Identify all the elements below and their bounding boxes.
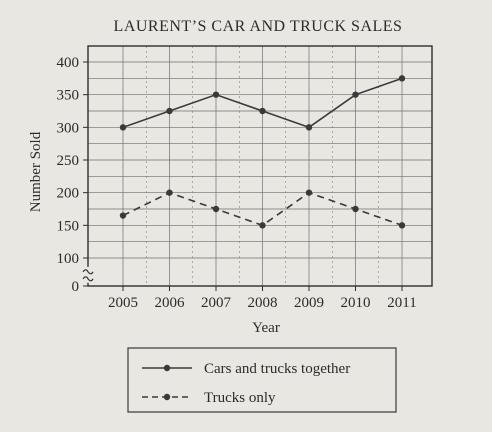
y-tick-label: 100	[57, 251, 80, 267]
y-tick-label: 150	[57, 218, 80, 234]
y-tick-label: 250	[57, 153, 80, 169]
series	[119, 75, 406, 229]
data-point	[119, 212, 127, 219]
legend-swatch-marker	[163, 364, 171, 372]
chart-title: LAURENT’S CAR AND TRUCK SALES	[114, 18, 403, 35]
data-point	[212, 205, 220, 213]
legend-label-trucks-only: Trucks only	[204, 390, 276, 406]
data-point	[352, 91, 359, 98]
data-point	[352, 205, 359, 213]
plot-frame	[87, 45, 433, 287]
data-point	[166, 107, 173, 115]
axis-break-mark	[82, 276, 94, 282]
data-point	[305, 124, 313, 131]
data-point	[166, 189, 173, 196]
legend: Cars and trucks together Trucks only	[127, 347, 397, 413]
x-tick-label: 2007	[201, 295, 232, 311]
y-tick-label: 300	[57, 120, 80, 136]
data-point	[119, 124, 127, 131]
data-point	[305, 189, 313, 196]
axis-break-mark	[82, 269, 94, 275]
legend-box	[127, 347, 397, 413]
y-axis-label: Number Sold	[28, 131, 44, 212]
legend-swatch-marker	[163, 393, 171, 401]
x-tick-label: 2008	[248, 295, 278, 311]
x-tick-label: 2006	[155, 295, 186, 311]
axes: 0 100 150 200 250 300 350 400 2005 2006 2007 2008 20…	[57, 45, 433, 311]
y-tick-label: 400	[57, 55, 80, 71]
data-point	[398, 222, 406, 229]
x-tick-label: 2009	[294, 295, 324, 311]
y-tick-label: 0	[72, 279, 80, 295]
data-point	[259, 107, 266, 115]
axis-break-gap	[84, 266, 92, 283]
y-tick-label: 200	[57, 186, 80, 202]
data-point	[259, 222, 266, 229]
x-tick-label: 2010	[341, 295, 371, 311]
data-point	[398, 75, 406, 82]
legend-label-cars-and-trucks: Cars and trucks together	[204, 361, 350, 377]
x-axis-label: Year	[252, 320, 280, 336]
data-point	[212, 91, 220, 98]
x-tick-label: 2011	[387, 295, 416, 311]
x-tick-label: 2005	[108, 295, 138, 311]
grid	[88, 46, 432, 286]
y-tick-label: 350	[57, 88, 80, 104]
